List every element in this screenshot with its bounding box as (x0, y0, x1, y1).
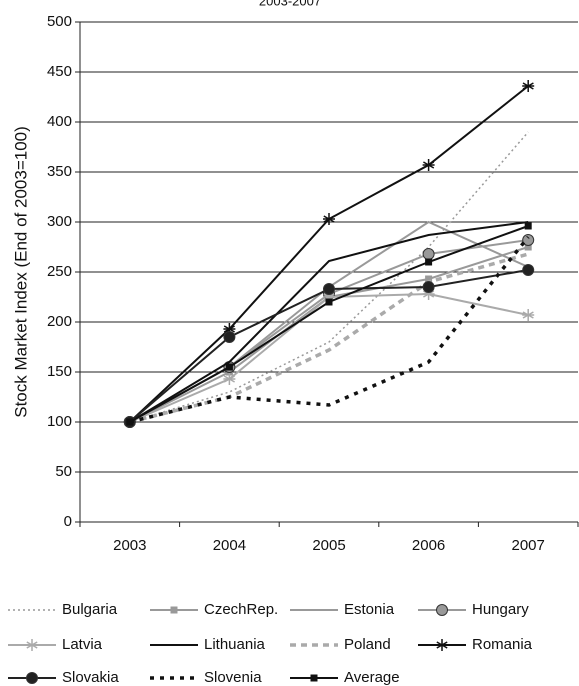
marker (422, 288, 435, 300)
legend-label: Estonia (344, 601, 395, 618)
legend-label: Hungary (472, 601, 529, 618)
legend-label: Bulgaria (62, 601, 118, 618)
marker (524, 243, 532, 251)
legend-label: Romania (472, 636, 533, 653)
legend-label: CzechRep. (204, 601, 278, 618)
y-tick-label: 150 (47, 363, 72, 380)
legend-label: Average (344, 669, 400, 686)
chart-title: 2003-2007 (259, 0, 321, 8)
marker (522, 309, 535, 321)
y-tick-label: 100 (47, 413, 72, 430)
legend-label: Slovakia (62, 669, 119, 686)
series-line (129, 131, 529, 423)
marker (223, 323, 236, 335)
marker (522, 264, 535, 276)
y-tick-label: 300 (47, 213, 72, 230)
y-tick-label: 250 (47, 263, 72, 280)
marker (524, 222, 532, 230)
y-tick-label: 0 (64, 513, 72, 530)
series-line (129, 239, 529, 423)
x-tick-label: 2006 (412, 537, 445, 554)
marker (522, 80, 535, 92)
marker (422, 159, 435, 171)
y-tick-label: 350 (47, 163, 72, 180)
x-tick-label: 2007 (512, 537, 545, 554)
marker (126, 418, 134, 426)
y-tick-label: 500 (47, 13, 72, 30)
y-tick-label: 200 (47, 313, 72, 330)
legend-label: Poland (344, 636, 391, 653)
marker (422, 281, 435, 293)
series-line (129, 292, 529, 423)
legend-label: Slovenia (204, 669, 262, 686)
marker (422, 248, 435, 260)
legend-label: Latvia (62, 636, 103, 653)
marker (323, 283, 335, 295)
legend-marker (310, 674, 318, 682)
legend-marker (26, 672, 38, 684)
marker (223, 331, 236, 343)
marker (323, 291, 335, 303)
series-line (129, 221, 529, 423)
y-axis-label: Stock Market Index (End of 2003=100) (11, 126, 30, 418)
x-tick-label: 2003 (113, 537, 146, 554)
marker (425, 258, 433, 266)
legend-marker (170, 606, 178, 614)
marker (323, 213, 335, 225)
series-line (129, 252, 529, 424)
x-tick-label: 2005 (312, 537, 345, 554)
marker (425, 275, 433, 283)
marker (325, 298, 333, 306)
legend-marker (26, 639, 38, 651)
legend-marker (436, 604, 448, 616)
legend-label: Lithuania (204, 636, 266, 653)
series-line (129, 235, 530, 424)
x-tick-label: 2004 (213, 537, 246, 554)
y-tick-label: 400 (47, 113, 72, 130)
marker (225, 363, 233, 371)
y-tick-label: 450 (47, 63, 72, 80)
legend-marker (436, 639, 448, 651)
marker (223, 373, 236, 385)
marker (522, 234, 535, 246)
y-tick-label: 50 (55, 463, 72, 480)
